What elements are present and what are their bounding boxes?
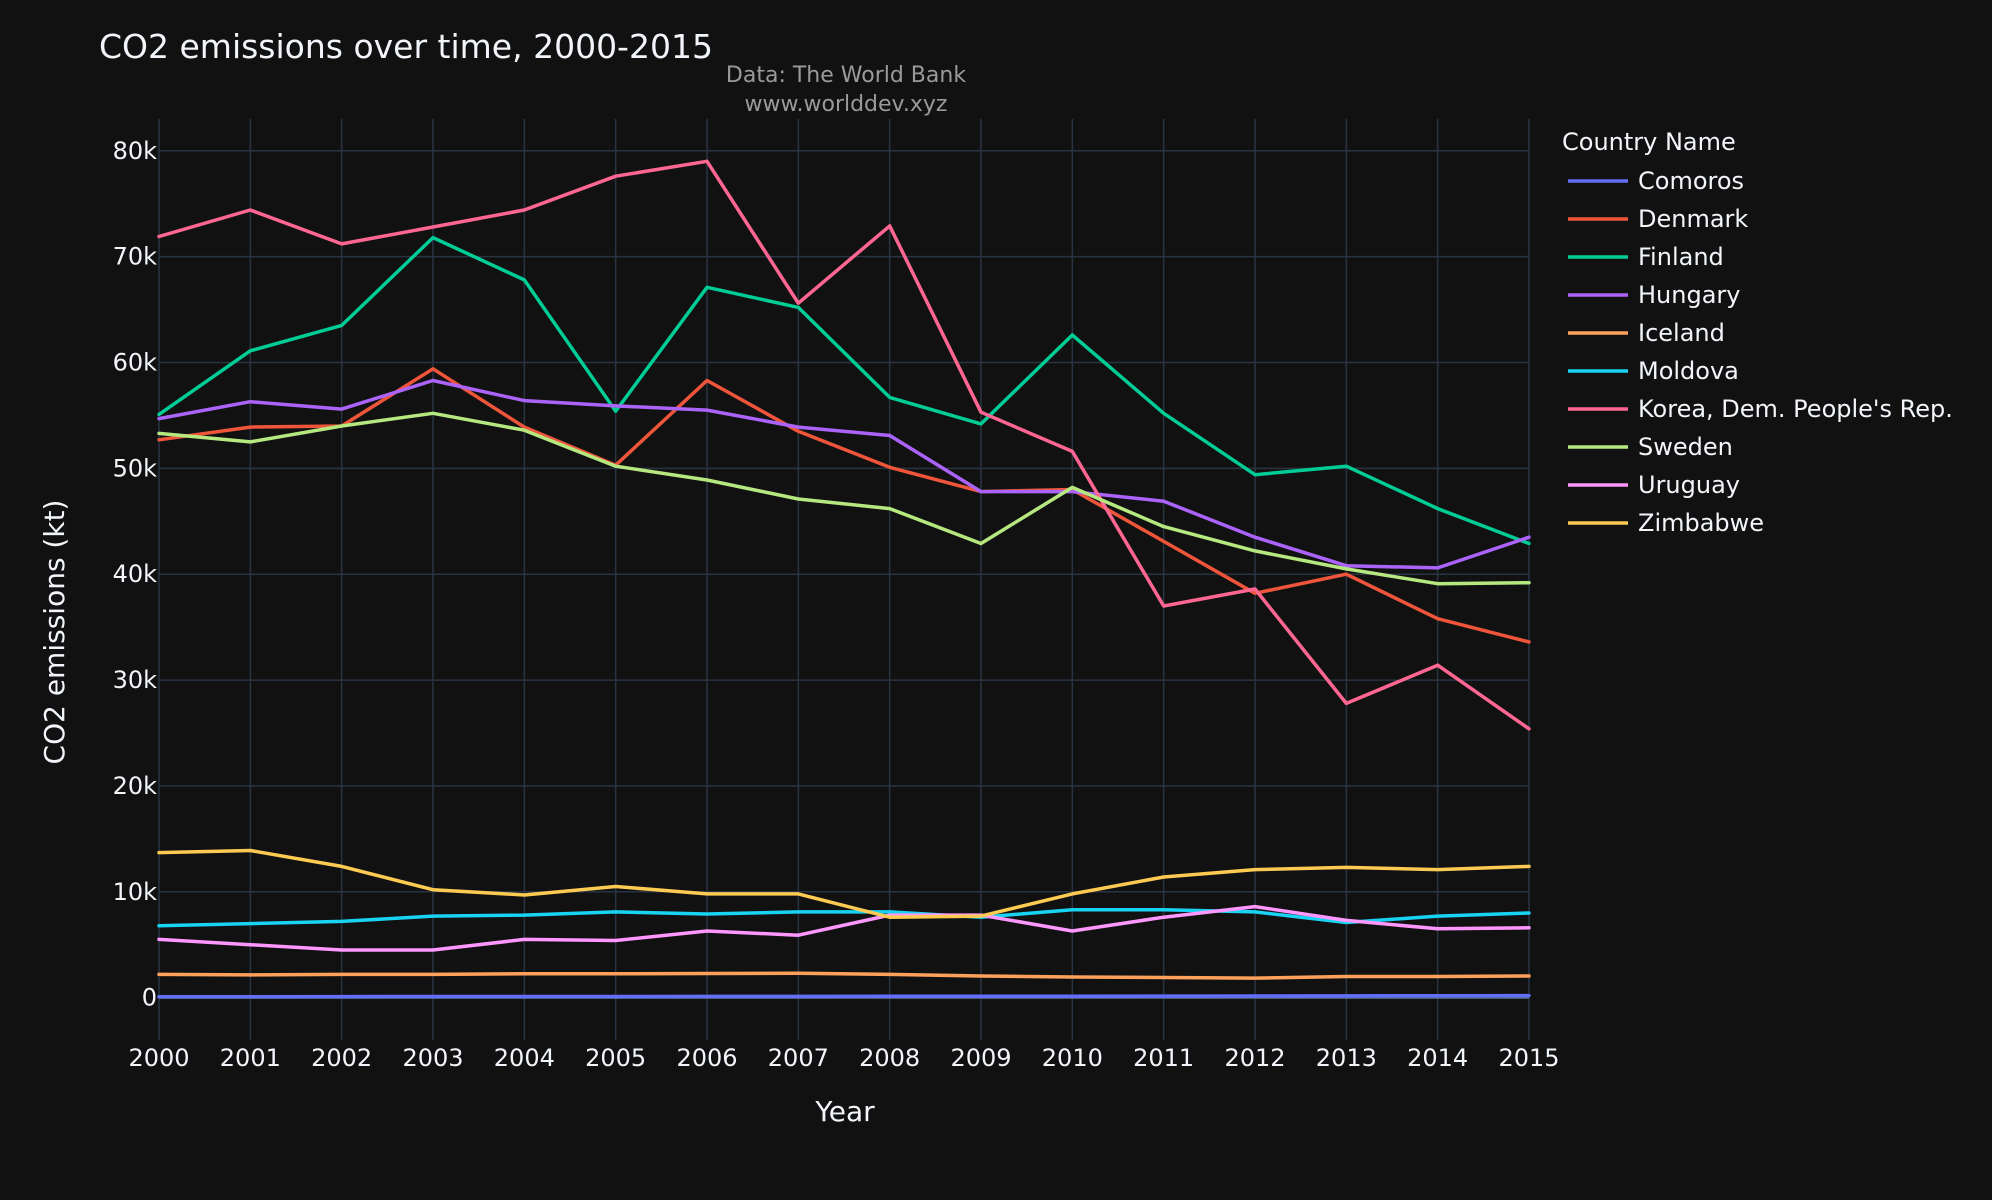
series-lines	[157, 159, 1531, 999]
legend-item[interactable]: Comoros	[1568, 167, 1744, 195]
x-tick-label: 2011	[1133, 1044, 1194, 1072]
y-axis-ticks: 0 10k 20k 30k 40k 50k 60k 70k 80k	[113, 137, 158, 1012]
x-tick-label: 2009	[950, 1044, 1011, 1072]
legend-label: Uruguay	[1638, 471, 1740, 499]
legend: Country Name Comoros Denmark Finland Hungar…	[1562, 128, 1953, 537]
x-tick-label: 2006	[676, 1044, 737, 1072]
legend-label: Denmark	[1638, 205, 1748, 233]
series-line-zimbabwe	[157, 848, 1531, 919]
legend-item[interactable]: Sweden	[1568, 433, 1733, 461]
x-tick-label: 2005	[585, 1044, 646, 1072]
x-tick-label: 2010	[1042, 1044, 1103, 1072]
x-tick-label: 2000	[128, 1044, 189, 1072]
legend-label: Iceland	[1638, 319, 1725, 347]
legend-item[interactable]: Hungary	[1568, 281, 1740, 309]
x-axis-ticks: 2000 2001 2002 2003 2004 2005 2006 2007 2008 2009…	[128, 1044, 1559, 1072]
legend-item[interactable]: Zimbabwe	[1568, 509, 1764, 537]
legend-label: Comoros	[1638, 167, 1744, 195]
x-tick-label: 2015	[1498, 1044, 1559, 1072]
x-tick-label: 2007	[768, 1044, 829, 1072]
x-tick-label: 2013	[1316, 1044, 1377, 1072]
series-line-sweden	[157, 411, 1531, 586]
series-line-finland	[157, 235, 1531, 546]
x-axis-title: Year	[814, 1095, 875, 1128]
series-line-iceland	[157, 971, 1531, 980]
chart-subtitle-line-2: www.worlddev.xyz	[745, 92, 948, 117]
x-tick-label: 2008	[859, 1044, 920, 1072]
y-axis-title: CO2 emissions (kt)	[38, 500, 71, 765]
legend-item[interactable]: Iceland	[1568, 319, 1725, 347]
legend-label: Finland	[1638, 243, 1724, 271]
x-tick-label: 2012	[1224, 1044, 1285, 1072]
legend-item[interactable]: Uruguay	[1568, 471, 1740, 499]
y-tick-label: 70k	[113, 243, 158, 271]
y-tick-label: 60k	[113, 348, 158, 376]
chart-subtitle-line-1: Data: The World Bank	[726, 63, 966, 88]
legend-label: Sweden	[1638, 433, 1733, 461]
gridlines	[158, 119, 1530, 1040]
series-line-hungary	[157, 378, 1531, 570]
x-tick-label: 2004	[494, 1044, 555, 1072]
chart-title: CO2 emissions over time, 2000-2015	[99, 27, 713, 66]
legend-label: Hungary	[1638, 281, 1740, 309]
legend-item[interactable]: Denmark	[1568, 205, 1748, 233]
y-tick-label: 80k	[113, 137, 158, 165]
series-line-korea-dem-people-s-rep	[157, 159, 1531, 731]
series-line-denmark	[157, 367, 1531, 644]
series-line-comoros	[157, 993, 1531, 999]
x-tick-label: 2003	[402, 1044, 463, 1072]
legend-item[interactable]: Moldova	[1568, 357, 1739, 385]
legend-item[interactable]: Korea, Dem. People's Rep.	[1568, 395, 1953, 423]
legend-label: Moldova	[1638, 357, 1739, 385]
legend-item[interactable]: Finland	[1568, 243, 1724, 271]
x-tick-label: 2002	[311, 1044, 372, 1072]
x-tick-label: 2014	[1407, 1044, 1468, 1072]
legend-title: Country Name	[1562, 128, 1736, 156]
y-tick-label: 30k	[113, 666, 158, 694]
x-tick-label: 2001	[220, 1044, 281, 1072]
y-tick-label: 20k	[113, 772, 158, 800]
y-tick-label: 10k	[113, 878, 158, 906]
y-tick-label: 40k	[113, 560, 158, 588]
y-tick-label: 0	[142, 984, 157, 1012]
series-line-uruguay	[157, 904, 1531, 952]
legend-label: Zimbabwe	[1638, 509, 1764, 537]
legend-items: Comoros Denmark Finland Hungary Iceland Moldo…	[1568, 167, 1953, 537]
series-line-moldova	[157, 908, 1531, 928]
legend-label: Korea, Dem. People's Rep.	[1638, 395, 1953, 423]
y-tick-label: 50k	[113, 454, 158, 482]
